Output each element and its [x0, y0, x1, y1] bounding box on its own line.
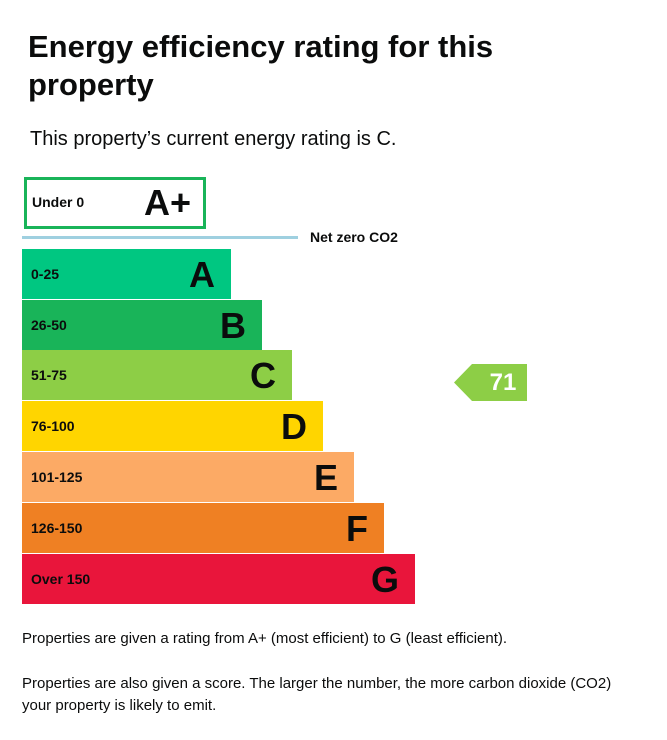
paragraph: Properties are given a rating from A+ (m…: [22, 630, 508, 647]
band: 76-100 D: [22, 401, 323, 451]
band-range: Over 150: [31, 571, 91, 587]
band: Over 150 G: [22, 554, 415, 604]
band-range: Under 0: [32, 194, 85, 210]
band-letter: A+: [143, 182, 191, 223]
band: 101-125 E: [22, 452, 354, 502]
score-value: 71: [489, 369, 517, 396]
paragraph: Properties are also given a score. The l…: [22, 675, 612, 714]
band-letter: G: [370, 559, 399, 600]
arrow-shape: [454, 364, 527, 401]
band-range: 101-125: [31, 469, 83, 485]
band: 0-25 A: [22, 249, 231, 299]
band-range: 76-100: [31, 418, 75, 434]
band-range: 126-150: [31, 520, 83, 536]
band: 26-50 B: [22, 300, 262, 350]
band: 126-150 F: [22, 503, 384, 553]
band-range: 26-50: [31, 317, 67, 333]
intro: This property’s current energy rating is…: [30, 128, 397, 150]
net-zero-label: Net zero CO2: [310, 229, 398, 245]
net-zero-line: [22, 236, 298, 239]
band-letter: B: [220, 305, 246, 346]
band-letter: D: [281, 406, 307, 447]
band-letter: A: [189, 254, 215, 295]
band: 51-75 C: [22, 350, 292, 400]
title: Energy efficiency rating for this proper…: [28, 29, 494, 102]
band-range: 51-75: [31, 367, 67, 383]
band-range: 0-25: [31, 266, 60, 282]
band-letter: E: [313, 457, 338, 498]
score-arrow: [454, 364, 527, 401]
band-letter: F: [346, 508, 368, 549]
band-letter: C: [250, 355, 276, 396]
current-score: 71: [454, 364, 527, 401]
aplus-band: Under 0 A+: [24, 177, 206, 229]
